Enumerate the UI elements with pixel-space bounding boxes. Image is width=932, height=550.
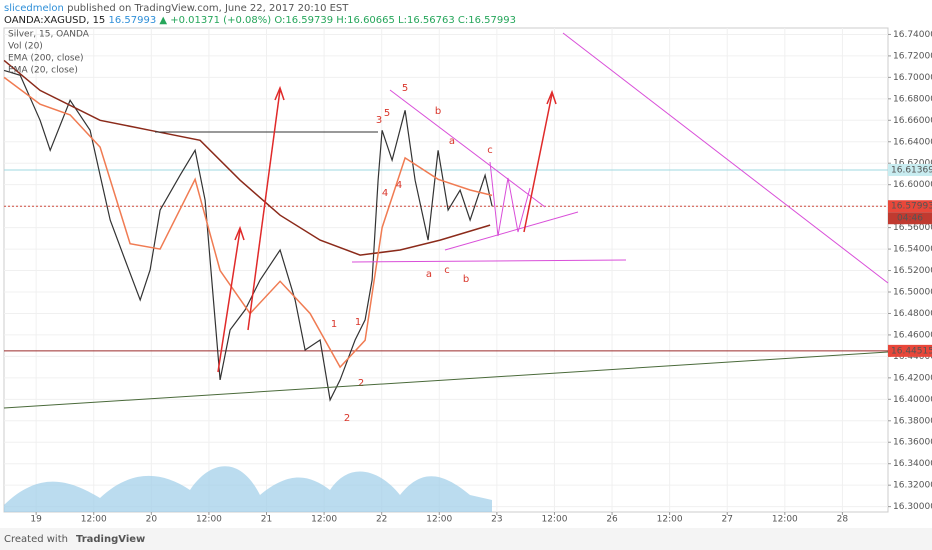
wave-label: 5 [402,83,408,94]
triangle-upper [389,89,546,208]
x-tick-label: 19 [30,515,42,525]
marks: 16.30000 16.32000 16.34000 16.36000 16.38000… [3,28,932,525]
y-tick-label: 16.54000 [893,245,932,255]
x-tick-label: 27 [722,515,733,525]
legend-entry: EMA (20, close) [8,66,78,76]
x-tick-label: 12:00 [541,515,567,525]
y-tick-label: 16.34000 [893,459,932,469]
author[interactable]: slicedmelon [4,3,64,14]
y-tick-label: 16.42000 [893,373,932,383]
series-line [3,69,493,402]
wave-label: 3 [376,115,382,126]
y-tick-label: 16.38000 [893,416,932,426]
trend-line [562,32,889,284]
footer-created: Created with [4,534,68,545]
wave-label: b [435,106,441,117]
price-label-bg [888,344,932,357]
series-line [3,76,493,369]
x-tick-label: 26 [606,515,618,525]
wave-label: c [487,145,493,156]
price-label: 16.44515 [891,346,932,356]
price-label-bg [888,200,932,213]
x-tick-label: 12:00 [657,515,683,525]
price-label: 16.57993 [891,202,932,212]
wave-label: 1 [331,319,337,330]
y-tick-label: 16.46000 [893,330,932,340]
y-tick-label: 16.70000 [893,73,932,83]
y-tick-label: 16.50000 [893,288,932,298]
wave-label: 5 [384,108,390,119]
trend-line [3,351,889,409]
x-tick-label: 20 [146,515,158,525]
wave-label: 2 [358,378,364,389]
zigzag [489,161,531,237]
y-tick-label: 16.60000 [893,180,932,190]
wave-label: 4 [382,188,388,199]
x-tick-label: 28 [837,515,849,525]
y-tick-label: 16.64000 [893,137,932,147]
header-line-1: slicedmelon published on TradingView.com… [4,3,349,14]
wave-label: 1 [355,317,361,328]
arrows [217,85,557,373]
triangle-lower [444,211,579,251]
x-tick-label: 22 [376,515,387,525]
x-tick-label: 12:00 [426,515,452,525]
y-tick-label: 16.36000 [893,438,932,448]
footer-brand[interactable]: TradingView [76,534,145,545]
y-tick-label: 16.52000 [893,266,932,276]
change: ▲ +0.01371 (+0.08%) [159,15,271,26]
y-tick-label: 16.56000 [893,223,932,233]
legend-entry: EMA (200, close) [8,54,84,64]
y-tick-label: 16.74000 [893,30,932,40]
countdown: 04:46 [897,214,923,224]
wave-label: a [426,269,432,280]
volume-area [4,466,492,512]
ohlc: O:16.59739 H:16.60665 L:16.56763 C:16.57… [274,15,516,26]
x-tick-label: 12:00 [81,515,107,525]
legend-entry: Silver, 15, OANDA [8,30,90,40]
x-tick-label: 21 [261,515,272,525]
y-tick-label: 16.72000 [893,51,932,61]
countdown-bg [888,212,932,225]
series-line [3,59,491,256]
x-tick-label: 12:00 [196,515,222,525]
wave-label: 2 [344,413,350,424]
x-tick-label: 12:00 [311,515,337,525]
y-tick-label: 16.68000 [893,94,932,104]
y-tick-label: 16.48000 [893,309,932,319]
legend-entry: Vol (20) [8,42,43,52]
symbol: OANDA:XAGUSD, 15 [4,15,105,26]
y-tick-label: 16.66000 [893,116,932,126]
y-tick-label: 16.30000 [893,502,932,512]
price-label: 16.61369 [891,165,932,175]
wave-label: b [463,274,469,285]
footer-bar [0,528,932,550]
wave-label: a [449,136,455,147]
support-line [351,259,627,263]
price-label-bg [888,163,932,176]
header-line-2: OANDA:XAGUSD, 15 16.57993 ▲ +0.01371 (+0… [4,15,516,26]
wave-label: 4 [396,180,402,191]
y-tick-label: 16.40000 [893,395,932,405]
y-tick-label: 16.32000 [893,481,932,491]
x-tick-label: 23 [491,515,502,525]
y-tick-label: 16.62000 [893,159,932,169]
x-tick-label: 12:00 [772,515,798,525]
published: published on TradingView.com, June 22, 2… [67,3,349,14]
wave-label: c [444,265,450,276]
y-tick-label: 16.44000 [893,352,932,362]
last: 16.57993 [108,15,156,26]
